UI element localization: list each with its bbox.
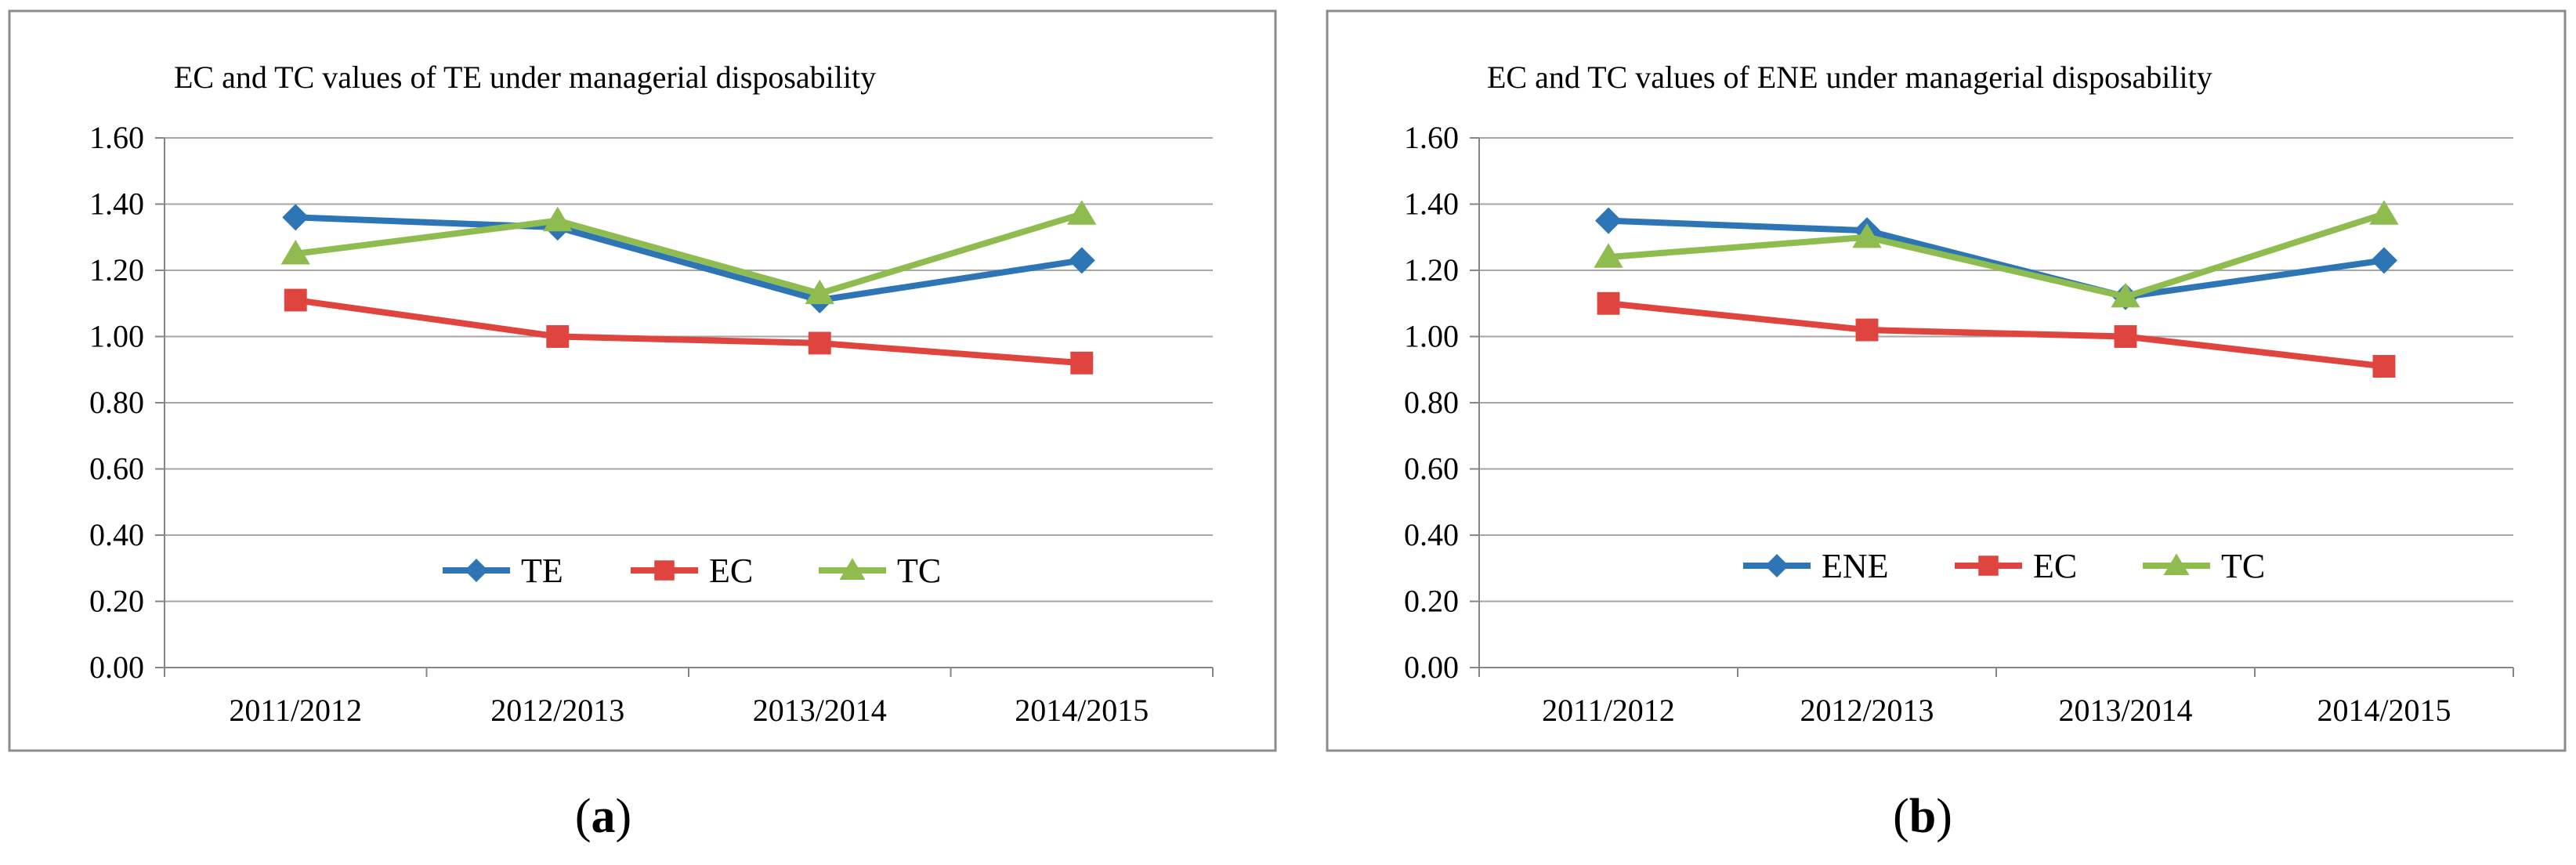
data-point	[1068, 247, 1095, 274]
y-tick-label: 1.60	[89, 120, 144, 155]
y-tick-label: 0.00	[1404, 650, 1459, 685]
x-tick-label: 2014/2015	[1015, 693, 1149, 728]
x-tick-label: 2013/2014	[2058, 693, 2192, 728]
x-tick-label: 2012/2013	[490, 693, 624, 728]
legend-marker	[1978, 556, 1999, 576]
data-point	[1595, 207, 1622, 234]
legend-label: TE	[521, 552, 563, 590]
legend-label: ENE	[1822, 547, 1889, 585]
legend-item-tc: TC	[2143, 547, 2265, 585]
data-point	[2111, 282, 2140, 308]
y-tick-label: 0.80	[1404, 385, 1459, 420]
legend-label: TC	[2221, 547, 2265, 585]
data-point	[2369, 200, 2399, 225]
y-tick-label: 0.60	[89, 451, 144, 487]
y-tick-label: 0.60	[1404, 451, 1459, 487]
legend-item-tc: TC	[819, 552, 941, 590]
panel-caption-a: (a)	[575, 790, 631, 843]
data-point	[1852, 223, 1882, 248]
series-line	[1608, 211, 2386, 300]
legend-item-ec: EC	[631, 552, 753, 590]
y-tick-label: 0.00	[89, 650, 144, 685]
data-point	[2371, 247, 2397, 274]
y-tick-label: 1.60	[1404, 120, 1459, 155]
data-point	[1594, 243, 1623, 268]
y-tick-label: 1.20	[1404, 252, 1459, 288]
x-tick-label: 2014/2015	[2317, 693, 2451, 728]
legend-marker	[2163, 553, 2190, 575]
x-tick-label: 2011/2012	[1542, 693, 1675, 728]
series-line	[295, 211, 1083, 297]
series-ec	[284, 288, 1094, 375]
data-point	[1067, 200, 1097, 225]
legend-label: TC	[897, 552, 941, 590]
y-tick-label: 1.00	[89, 319, 144, 354]
legend-item-te: TE	[443, 552, 563, 590]
y-tick-label: 0.80	[89, 385, 144, 420]
data-point	[2114, 325, 2137, 348]
legend-marker	[839, 558, 866, 580]
series-line	[295, 297, 1083, 367]
series-line	[1608, 217, 2385, 300]
series-tc	[280, 200, 1097, 305]
data-point	[808, 331, 831, 355]
legend-label: EC	[709, 552, 753, 590]
chart-title: EC and TC values of ENE under managerial…	[1487, 60, 2212, 95]
series-tc	[1594, 200, 2399, 308]
y-tick-label: 0.20	[1404, 584, 1459, 619]
series-line	[295, 214, 1083, 304]
data-point	[280, 240, 310, 265]
chart-frame	[8, 9, 1277, 752]
data-point	[1855, 318, 1879, 342]
chart-frame	[1326, 9, 2567, 752]
data-point	[546, 325, 570, 348]
y-tick-label: 0.20	[89, 584, 144, 619]
legend-marker	[654, 560, 675, 581]
legend-marker	[1765, 554, 1789, 577]
data-point	[284, 288, 307, 312]
data-point	[282, 204, 309, 231]
legend-marker	[465, 559, 488, 582]
y-tick-label: 1.20	[89, 252, 144, 288]
legend-item-ene: ENE	[1743, 547, 1889, 585]
x-tick-label: 2011/2012	[229, 693, 362, 728]
chart-title: EC and TC values of TE under managerial …	[174, 60, 876, 95]
y-tick-label: 0.40	[1404, 517, 1459, 552]
data-point	[1070, 351, 1094, 375]
chart-panel-a: EC and TC values of TE under managerial …	[8, 9, 1277, 752]
y-tick-label: 0.40	[89, 517, 144, 552]
data-point	[543, 206, 573, 232]
legend-item-ec: EC	[1955, 547, 2077, 585]
y-tick-label: 1.40	[89, 186, 144, 222]
x-tick-label: 2013/2014	[753, 693, 887, 728]
series-line	[1608, 300, 2385, 370]
panel-caption-b: (b)	[1893, 790, 1952, 843]
chart-panel-b: EC and TC values of ENE under managerial…	[1326, 9, 2567, 752]
data-point	[1597, 291, 1620, 315]
legend-label: EC	[2033, 547, 2077, 585]
y-tick-label: 1.40	[1404, 186, 1459, 222]
data-point	[805, 279, 834, 305]
x-tick-label: 2012/2013	[1800, 693, 1934, 728]
series-ec	[1597, 291, 2396, 378]
data-point	[2372, 355, 2396, 378]
y-tick-label: 1.00	[1404, 319, 1459, 354]
